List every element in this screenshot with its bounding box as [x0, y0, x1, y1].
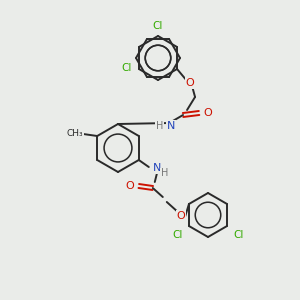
Text: N: N: [153, 163, 161, 173]
Text: H: H: [156, 121, 163, 131]
Text: O: O: [125, 181, 134, 191]
Text: Cl: Cl: [234, 230, 244, 240]
Text: N: N: [167, 121, 176, 131]
Text: O: O: [186, 78, 194, 88]
Text: O: O: [176, 211, 185, 221]
Text: Cl: Cl: [173, 230, 183, 240]
Text: Cl: Cl: [153, 21, 163, 31]
Text: Cl: Cl: [122, 63, 132, 73]
Text: H: H: [161, 168, 168, 178]
Text: CH₃: CH₃: [67, 130, 83, 139]
Text: O: O: [204, 108, 212, 118]
